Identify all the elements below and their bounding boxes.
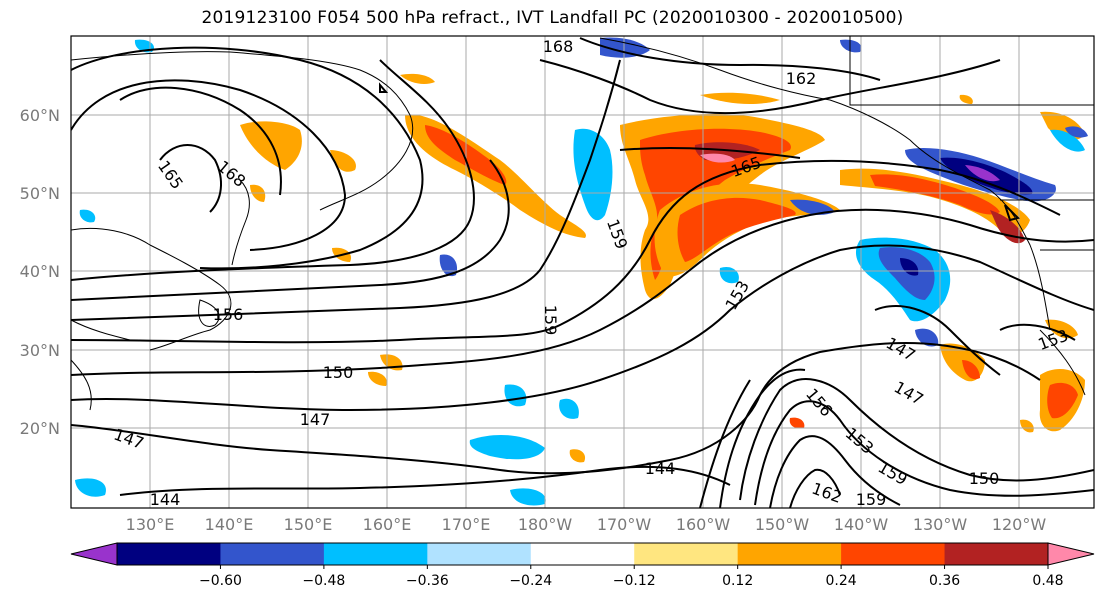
colorbar-tick-label: −0.60 [199, 573, 242, 589]
lon-tick-label: 170°E [442, 515, 491, 534]
contour-label: 147 [300, 410, 331, 429]
map-frame [70, 35, 1095, 509]
colorbar-swatch [737, 543, 842, 565]
lat-tick-label: 60°N [20, 106, 60, 125]
height-contours [71, 37, 1094, 508]
map-content: 168 162 165 168 165 159 153 156 159 150 … [71, 36, 1094, 509]
colorbar-swatch [117, 543, 221, 565]
coastlines [71, 36, 1094, 411]
colorbar-swatch [427, 543, 532, 565]
lon-tick-label: 150°W [755, 515, 810, 534]
contour-label: 150 [969, 469, 1000, 488]
lat-tick-label: 30°N [20, 341, 60, 360]
lon-tick-label: 160°W [676, 515, 731, 534]
contour-label-group: 168 162 165 168 165 159 153 156 159 150 … [111, 37, 1070, 509]
colorbar-tick-label: −0.24 [509, 573, 552, 589]
colorbar-ticks: −0.60 −0.48 −0.36 −0.24 −0.12 0.12 0.24 0.36 0.4… [199, 565, 1064, 589]
colorbar-swatch [530, 543, 635, 565]
colorbar-swatch [634, 543, 739, 565]
colorbar-swatch [944, 543, 1049, 565]
lon-tick-label: 120°W [992, 515, 1047, 534]
colorbar-tick-label: 0.48 [1032, 573, 1063, 589]
colorbar-swatch [220, 543, 325, 565]
contour-label: 144 [645, 459, 676, 478]
latitude-axis: 60°N 50°N 40°N 30°N 20°N [20, 106, 60, 438]
colorbar-swatches [117, 543, 1049, 565]
contour-label: 150 [323, 363, 354, 382]
lon-tick-label: 130°E [126, 515, 175, 534]
lon-tick-label: 170°W [597, 515, 652, 534]
contour-label: 144 [150, 490, 181, 509]
lon-tick-label: 180°W [518, 515, 573, 534]
colorbar: −0.60 −0.48 −0.36 −0.24 −0.12 0.12 0.24 0.36 0.4… [70, 542, 1095, 589]
lon-tick-label: 160°E [363, 515, 412, 534]
contour-label: 168 [543, 37, 574, 56]
lon-tick-label: 140°W [834, 515, 889, 534]
lon-tick-label: 130°W [913, 515, 968, 534]
colorbar-extend-low [70, 542, 118, 566]
lat-tick-label: 40°N [20, 262, 60, 281]
lon-tick-label: 140°E [205, 515, 254, 534]
colorbar-outline [116, 542, 1049, 566]
graticule [71, 36, 1094, 508]
lon-tick-label: 150°E [284, 515, 333, 534]
positive-anomaly-fill [240, 73, 1085, 463]
colorbar-swatch [841, 543, 946, 565]
colorbar-tick-label: 0.36 [929, 573, 960, 589]
colorbar-tick-label: −0.36 [406, 573, 449, 589]
contour-label: 159 [541, 305, 560, 336]
colorbar-tick-label: −0.12 [613, 573, 656, 589]
contour-label: 162 [786, 69, 817, 88]
colorbar-extend-high [1047, 542, 1095, 566]
contour-label: 159 [856, 490, 887, 509]
colorbar-tick-label: 0.24 [826, 573, 857, 589]
contour-label: 156 [213, 305, 244, 324]
colorbar-swatch [323, 543, 428, 565]
chart-title: 2019123100 F054 500 hPa refract., IVT La… [201, 8, 904, 28]
colorbar-tick-label: −0.48 [302, 573, 345, 589]
negative-anomaly-fill [75, 37, 1088, 506]
colorbar-tick-label: 0.12 [722, 573, 753, 589]
longitude-axis: 130°E 140°E 150°E 160°E 170°E 180°W 170°… [126, 515, 1047, 534]
lat-tick-label: 50°N [20, 184, 60, 203]
lat-tick-label: 20°N [20, 419, 60, 438]
